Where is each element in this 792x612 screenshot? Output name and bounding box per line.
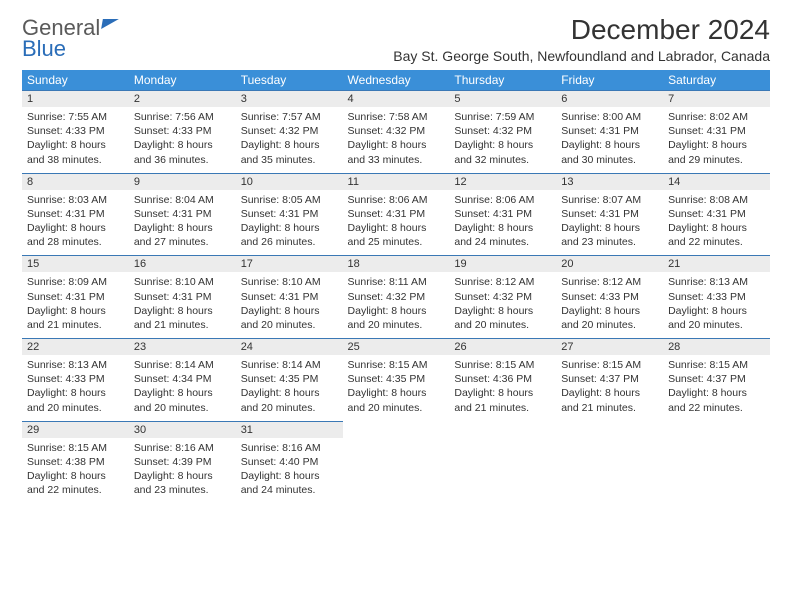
day-cell (663, 438, 770, 504)
logo: General Blue (22, 18, 118, 60)
day-detail-row: Sunrise: 8:13 AMSunset: 4:33 PMDaylight:… (22, 355, 770, 421)
day-cell: Sunrise: 8:00 AMSunset: 4:31 PMDaylight:… (556, 107, 663, 173)
day-number: 30 (129, 421, 236, 438)
day-cell: Sunrise: 8:06 AMSunset: 4:31 PMDaylight:… (449, 190, 556, 256)
day-number: 4 (343, 91, 450, 108)
day-cell: Sunrise: 8:11 AMSunset: 4:32 PMDaylight:… (343, 272, 450, 338)
day-number: 5 (449, 91, 556, 108)
day-cell: Sunrise: 8:04 AMSunset: 4:31 PMDaylight:… (129, 190, 236, 256)
day-cell: Sunrise: 8:15 AMSunset: 4:36 PMDaylight:… (449, 355, 556, 421)
day-number: 29 (22, 421, 129, 438)
day-cell: Sunrise: 8:03 AMSunset: 4:31 PMDaylight:… (22, 190, 129, 256)
day-detail-row: Sunrise: 8:15 AMSunset: 4:38 PMDaylight:… (22, 438, 770, 504)
day-number: 6 (556, 91, 663, 108)
day-number: 22 (22, 339, 129, 356)
day-number: 16 (129, 256, 236, 273)
weekday-header: Wednesday (343, 70, 450, 91)
day-number: 10 (236, 173, 343, 190)
day-number: 24 (236, 339, 343, 356)
weekday-header: Tuesday (236, 70, 343, 91)
day-number (343, 421, 450, 438)
day-cell: Sunrise: 8:07 AMSunset: 4:31 PMDaylight:… (556, 190, 663, 256)
day-detail-row: Sunrise: 8:03 AMSunset: 4:31 PMDaylight:… (22, 190, 770, 256)
month-title: December 2024 (393, 14, 770, 46)
day-number (663, 421, 770, 438)
day-number: 9 (129, 173, 236, 190)
day-cell: Sunrise: 8:10 AMSunset: 4:31 PMDaylight:… (236, 272, 343, 338)
day-cell (343, 438, 450, 504)
day-cell: Sunrise: 8:08 AMSunset: 4:31 PMDaylight:… (663, 190, 770, 256)
title-block: December 2024 Bay St. George South, Newf… (393, 14, 770, 64)
day-number: 17 (236, 256, 343, 273)
weekday-header: Friday (556, 70, 663, 91)
weekday-header: Sunday (22, 70, 129, 91)
day-number: 3 (236, 91, 343, 108)
day-number (449, 421, 556, 438)
day-cell: Sunrise: 7:55 AMSunset: 4:33 PMDaylight:… (22, 107, 129, 173)
day-cell: Sunrise: 8:13 AMSunset: 4:33 PMDaylight:… (22, 355, 129, 421)
weekday-header: Thursday (449, 70, 556, 91)
day-cell: Sunrise: 8:15 AMSunset: 4:37 PMDaylight:… (556, 355, 663, 421)
logo-word2: Blue (22, 39, 118, 60)
day-cell: Sunrise: 8:02 AMSunset: 4:31 PMDaylight:… (663, 107, 770, 173)
day-cell: Sunrise: 8:12 AMSunset: 4:32 PMDaylight:… (449, 272, 556, 338)
day-cell (556, 438, 663, 504)
logo-triangle-icon (101, 19, 119, 29)
day-cell: Sunrise: 8:15 AMSunset: 4:37 PMDaylight:… (663, 355, 770, 421)
day-number-row: 1234567 (22, 91, 770, 108)
day-number: 21 (663, 256, 770, 273)
day-cell: Sunrise: 8:16 AMSunset: 4:40 PMDaylight:… (236, 438, 343, 504)
day-cell: Sunrise: 8:09 AMSunset: 4:31 PMDaylight:… (22, 272, 129, 338)
day-cell: Sunrise: 8:10 AMSunset: 4:31 PMDaylight:… (129, 272, 236, 338)
day-cell: Sunrise: 7:59 AMSunset: 4:32 PMDaylight:… (449, 107, 556, 173)
location: Bay St. George South, Newfoundland and L… (393, 48, 770, 64)
day-number: 11 (343, 173, 450, 190)
day-number: 1 (22, 91, 129, 108)
day-number: 26 (449, 339, 556, 356)
day-number-row: 891011121314 (22, 173, 770, 190)
day-number: 2 (129, 91, 236, 108)
day-cell: Sunrise: 8:14 AMSunset: 4:34 PMDaylight:… (129, 355, 236, 421)
day-number: 25 (343, 339, 450, 356)
day-cell (449, 438, 556, 504)
day-number: 23 (129, 339, 236, 356)
day-number: 12 (449, 173, 556, 190)
day-number: 27 (556, 339, 663, 356)
day-number: 8 (22, 173, 129, 190)
day-number (556, 421, 663, 438)
day-cell: Sunrise: 8:14 AMSunset: 4:35 PMDaylight:… (236, 355, 343, 421)
day-cell: Sunrise: 8:12 AMSunset: 4:33 PMDaylight:… (556, 272, 663, 338)
day-number: 28 (663, 339, 770, 356)
day-cell: Sunrise: 8:05 AMSunset: 4:31 PMDaylight:… (236, 190, 343, 256)
day-cell: Sunrise: 7:57 AMSunset: 4:32 PMDaylight:… (236, 107, 343, 173)
weekday-header: Monday (129, 70, 236, 91)
day-cell: Sunrise: 8:16 AMSunset: 4:39 PMDaylight:… (129, 438, 236, 504)
day-cell: Sunrise: 8:15 AMSunset: 4:35 PMDaylight:… (343, 355, 450, 421)
day-cell: Sunrise: 7:56 AMSunset: 4:33 PMDaylight:… (129, 107, 236, 173)
day-number: 18 (343, 256, 450, 273)
day-cell: Sunrise: 7:58 AMSunset: 4:32 PMDaylight:… (343, 107, 450, 173)
day-cell: Sunrise: 8:13 AMSunset: 4:33 PMDaylight:… (663, 272, 770, 338)
weekday-header-row: SundayMondayTuesdayWednesdayThursdayFrid… (22, 70, 770, 91)
calendar-table: SundayMondayTuesdayWednesdayThursdayFrid… (22, 70, 770, 503)
day-number: 14 (663, 173, 770, 190)
day-number: 31 (236, 421, 343, 438)
day-number: 7 (663, 91, 770, 108)
day-cell: Sunrise: 8:06 AMSunset: 4:31 PMDaylight:… (343, 190, 450, 256)
day-detail-row: Sunrise: 8:09 AMSunset: 4:31 PMDaylight:… (22, 272, 770, 338)
day-number: 13 (556, 173, 663, 190)
header: General Blue December 2024 Bay St. Georg… (22, 14, 770, 64)
weekday-header: Saturday (663, 70, 770, 91)
day-number: 20 (556, 256, 663, 273)
day-number-row: 22232425262728 (22, 339, 770, 356)
day-number: 15 (22, 256, 129, 273)
day-number: 19 (449, 256, 556, 273)
day-number-row: 15161718192021 (22, 256, 770, 273)
day-number-row: 293031 (22, 421, 770, 438)
day-detail-row: Sunrise: 7:55 AMSunset: 4:33 PMDaylight:… (22, 107, 770, 173)
day-cell: Sunrise: 8:15 AMSunset: 4:38 PMDaylight:… (22, 438, 129, 504)
